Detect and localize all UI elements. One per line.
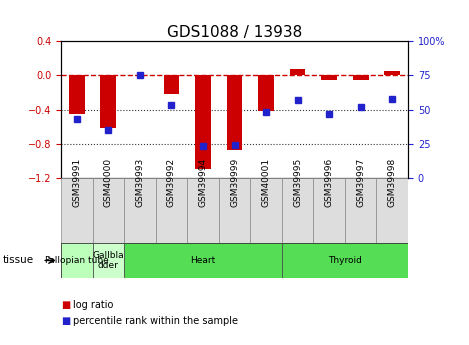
Bar	[290, 69, 305, 76]
Text: GSM40001: GSM40001	[262, 158, 271, 207]
Text: Fallopian tube: Fallopian tube	[45, 256, 109, 265]
Text: ■: ■	[61, 316, 70, 326]
Text: tissue: tissue	[2, 256, 33, 265]
FancyBboxPatch shape	[187, 178, 219, 243]
Text: GSM39999: GSM39999	[230, 158, 239, 207]
Text: percentile rank within the sample: percentile rank within the sample	[73, 316, 238, 326]
Text: ■: ■	[61, 300, 70, 310]
Bar	[258, 76, 274, 111]
FancyBboxPatch shape	[124, 178, 156, 243]
FancyBboxPatch shape	[313, 178, 345, 243]
FancyBboxPatch shape	[250, 178, 282, 243]
Bar	[385, 71, 400, 76]
FancyBboxPatch shape	[61, 178, 92, 243]
FancyBboxPatch shape	[61, 243, 92, 278]
FancyBboxPatch shape	[377, 178, 408, 243]
Bar	[69, 76, 84, 114]
FancyBboxPatch shape	[92, 243, 124, 278]
Text: GSM39998: GSM39998	[388, 158, 397, 207]
Bar	[353, 76, 369, 80]
FancyBboxPatch shape	[282, 178, 313, 243]
FancyBboxPatch shape	[345, 178, 377, 243]
Text: GSM39995: GSM39995	[293, 158, 302, 207]
Title: GDS1088 / 13938: GDS1088 / 13938	[167, 25, 302, 40]
FancyBboxPatch shape	[156, 178, 187, 243]
FancyBboxPatch shape	[282, 243, 408, 278]
Text: GSM39996: GSM39996	[325, 158, 333, 207]
Bar	[164, 76, 179, 94]
Text: log ratio: log ratio	[73, 300, 113, 310]
Text: GSM39993: GSM39993	[136, 158, 144, 207]
Text: Heart: Heart	[190, 256, 216, 265]
Bar	[195, 76, 211, 169]
Text: Thyroid: Thyroid	[328, 256, 362, 265]
FancyBboxPatch shape	[92, 178, 124, 243]
Text: Gallbla
dder: Gallbla dder	[92, 251, 124, 270]
Text: GSM39994: GSM39994	[198, 158, 207, 207]
Bar	[321, 76, 337, 80]
FancyBboxPatch shape	[219, 178, 250, 243]
Text: GSM39992: GSM39992	[167, 158, 176, 207]
Text: GSM39991: GSM39991	[72, 158, 81, 207]
FancyBboxPatch shape	[124, 243, 282, 278]
Text: GSM39997: GSM39997	[356, 158, 365, 207]
Text: GSM40000: GSM40000	[104, 158, 113, 207]
Bar	[100, 76, 116, 128]
Bar	[227, 76, 242, 150]
